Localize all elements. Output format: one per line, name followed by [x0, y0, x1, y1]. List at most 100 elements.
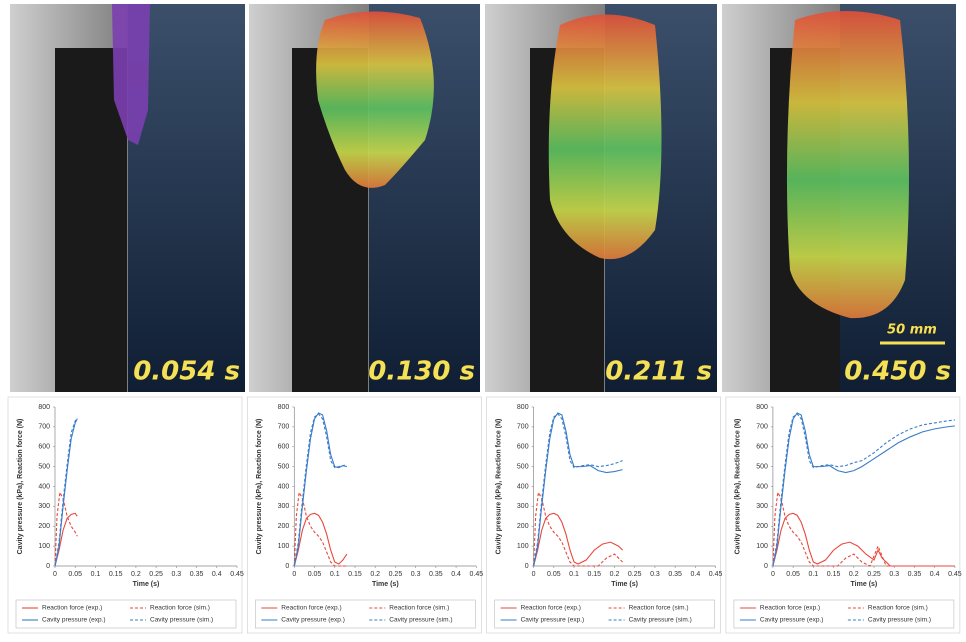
x-tick-label: 0.3: [411, 571, 421, 578]
series-line: [533, 490, 623, 567]
x-tick-label: 0.25: [628, 571, 642, 578]
y-tick-label: 700: [278, 424, 290, 431]
legend-label: Reaction force (exp.): [521, 605, 581, 612]
y-tick-label: 800: [517, 404, 529, 411]
y-tick-label: 100: [756, 543, 768, 550]
y-tick-label: 500: [756, 463, 768, 470]
series-line: [533, 512, 623, 567]
y-tick-label: 100: [278, 543, 290, 550]
x-tick-label: 0.45: [948, 571, 962, 578]
x-tick-label: 0.35: [429, 571, 443, 578]
x-tick-label: 0.15: [587, 571, 601, 578]
y-tick-label: 200: [517, 523, 529, 530]
series-line: [772, 413, 955, 567]
legend-label: Cavity pressure (exp.): [760, 617, 824, 624]
x-tick-label: 0.15: [827, 571, 841, 578]
y-axis-label: Cavity pressure (kPa), Reaction force (N…: [17, 419, 24, 555]
x-tick-label: 0.1: [330, 571, 340, 578]
x-tick-label: 0.45: [469, 571, 483, 578]
y-tick-label: 800: [38, 404, 50, 411]
y-tick-label: 600: [278, 444, 290, 451]
y-axis-label: Cavity pressure (kPa), Reaction force (N…: [495, 419, 502, 555]
legend-label: Reaction force (exp.): [760, 605, 820, 612]
x-tick-label: 0.2: [849, 571, 859, 578]
x-tick-label: 0: [53, 571, 57, 578]
x-tick-label: 0.1: [569, 571, 579, 578]
panel: 50 mm 0.450 s: [722, 4, 956, 392]
y-tick-label: 200: [756, 523, 768, 530]
x-axis-label: Time (s): [133, 581, 160, 588]
panel: 0.054 s: [10, 4, 245, 392]
y-tick-label: 200: [278, 523, 290, 530]
y-tick-label: 200: [38, 523, 50, 530]
x-tick-label: 0.35: [908, 571, 922, 578]
x-tick-label: 0.45: [230, 571, 244, 578]
series-line: [54, 512, 78, 567]
y-tick-label: 300: [517, 503, 529, 510]
y-tick-label: 500: [517, 463, 529, 470]
legend-box: [255, 599, 476, 629]
y-tick-label: 300: [756, 503, 768, 510]
legend-label: Cavity pressure (sim.): [389, 617, 452, 624]
y-tick-label: 100: [38, 543, 50, 550]
x-tick-label: 0.05: [308, 571, 322, 578]
x-tick-label: 0.15: [109, 571, 123, 578]
time-label: 0.211 s: [605, 357, 712, 387]
time-label: 0.450 s: [844, 357, 951, 387]
time-label: 0.054 s: [133, 357, 240, 387]
x-tick-label: 0.25: [149, 571, 163, 578]
legend-label: Cavity pressure (sim.): [150, 617, 213, 624]
chart-frame: [486, 396, 721, 634]
x-axis-label: Time (s): [611, 581, 638, 588]
image-panels: 0.054 s 0.130 s 0.211 s 50 mm 0.450 s: [10, 4, 956, 392]
x-tick-label: 0.05: [786, 571, 800, 578]
legend-label: Cavity pressure (sim.): [629, 617, 692, 624]
legend-box: [15, 599, 237, 629]
y-axis-label: Cavity pressure (kPa), Reaction force (N…: [735, 419, 742, 555]
x-tick-label: 0: [292, 571, 296, 578]
x-tick-label: 0.25: [867, 571, 881, 578]
x-tick-label: 0.4: [451, 571, 461, 578]
x-tick-label: 0.45: [709, 571, 723, 578]
y-tick-label: 600: [38, 444, 50, 451]
x-tick-label: 0.2: [370, 571, 380, 578]
y-axis-label: Cavity pressure (kPa), Reaction force (N…: [256, 419, 263, 555]
chart-frame: [247, 396, 482, 634]
x-tick-label: 0.35: [190, 571, 204, 578]
y-tick-label: 0: [46, 563, 50, 570]
legend-label: Reaction force (exp.): [42, 605, 102, 612]
legend-label: Reaction force (sim.): [868, 605, 928, 612]
legend-label: Reaction force (sim.): [150, 605, 210, 612]
series-line: [533, 412, 623, 567]
y-tick-label: 300: [278, 503, 290, 510]
legend-label: Reaction force (sim.): [629, 605, 689, 612]
series-line: [293, 512, 348, 567]
series-line: [772, 512, 955, 567]
x-tick-label: 0.2: [610, 571, 620, 578]
y-tick-label: 400: [278, 483, 290, 490]
series-line: [54, 418, 78, 567]
y-tick-label: 700: [38, 424, 50, 431]
y-tick-label: 0: [285, 563, 289, 570]
y-tick-label: 400: [517, 483, 529, 490]
panel: 0.130 s: [249, 4, 480, 392]
x-tick-label: 0.05: [547, 571, 561, 578]
x-tick-label: 0.35: [668, 571, 682, 578]
series-line: [54, 417, 78, 567]
x-tick-label: 0.15: [348, 571, 362, 578]
y-tick-label: 400: [38, 483, 50, 490]
y-tick-label: 700: [756, 424, 768, 431]
series-line: [772, 412, 955, 567]
y-tick-label: 500: [38, 463, 50, 470]
x-tick-label: 0.05: [68, 571, 82, 578]
x-tick-label: 0.25: [389, 571, 403, 578]
series-line: [54, 490, 78, 567]
legend-label: Cavity pressure (exp.): [42, 617, 106, 624]
series-line: [772, 490, 955, 567]
x-tick-label: 0: [532, 571, 536, 578]
y-tick-label: 0: [764, 563, 768, 570]
legend-box: [733, 599, 955, 629]
series-line: [293, 490, 347, 567]
x-axis-label: Time (s): [372, 581, 399, 588]
